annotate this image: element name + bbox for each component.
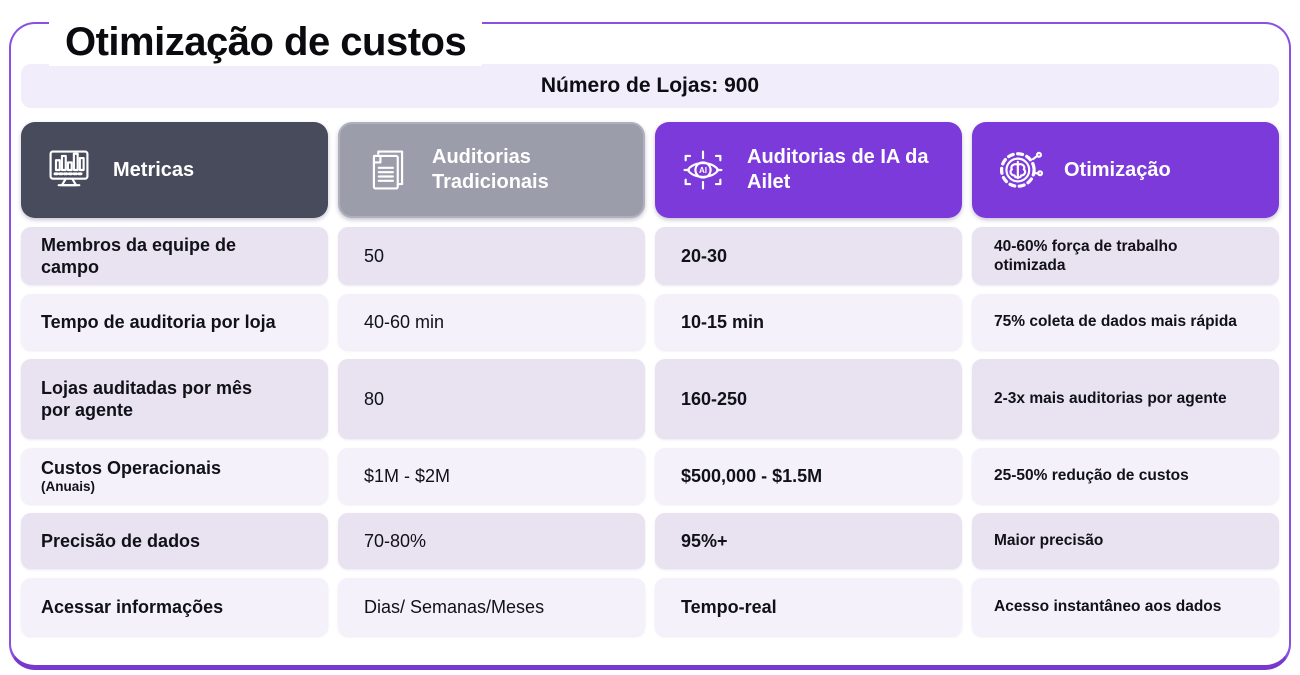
column-header-traditional: Auditorias Tradicionais — [338, 122, 645, 218]
metric-note: (Anuais) — [41, 478, 95, 494]
svg-text:AI: AI — [699, 166, 707, 175]
traditional-value-cell: $1M - $2M — [338, 448, 645, 504]
column-header-label: Auditorias Tradicionais — [432, 146, 549, 193]
cost-optimization-panel: Otimização de custos Número de Lojas: 90… — [9, 18, 1291, 670]
ai-value-cell: 95%+ — [655, 513, 962, 569]
metric-cell: Membros da equipe de campo — [21, 227, 328, 285]
ai-vision-eye-icon: AI — [677, 144, 729, 196]
column-header-label: Auditorias de IA da Ailet — [747, 146, 929, 193]
comparison-table: Metricas Auditorias Tradicionais — [21, 122, 1279, 636]
ai-value-cell: $500,000 - $1.5M — [655, 448, 962, 504]
ai-value-cell: 160-250 — [655, 359, 962, 439]
optimization-value-cell: Maior precisão — [972, 513, 1279, 569]
traditional-value-cell: 40-60 min — [338, 294, 645, 350]
optimization-value-cell: 75% coleta de dados mais rápida — [972, 294, 1279, 350]
stores-count-label: Número de Lojas: 900 — [540, 74, 760, 97]
ai-brain-gear-icon — [994, 144, 1046, 196]
column-header-label: Otimização — [1064, 158, 1171, 181]
optimization-value-cell: 25-50% redução de custos — [972, 448, 1279, 504]
monitor-chart-icon — [43, 144, 95, 196]
traditional-value-cell: Dias/ Semanas/Meses — [338, 578, 645, 636]
optimization-value-cell: 40-60% força de trabalho otimizada — [972, 227, 1279, 285]
metric-cell: Custos Operacionais (Anuais) — [21, 448, 328, 504]
column-header-metrics: Metricas — [21, 122, 328, 218]
metric-cell: Tempo de auditoria por loja — [21, 294, 328, 350]
metric-cell: Lojas auditadas por mês por agente — [21, 359, 328, 439]
traditional-value-cell: 70-80% — [338, 513, 645, 569]
traditional-value-cell: 50 — [338, 227, 645, 285]
stores-count-banner: Número de Lojas: 900 — [21, 64, 1279, 108]
column-header-label: Metricas — [113, 158, 195, 181]
traditional-value-cell: 80 — [338, 359, 645, 439]
metric-cell: Acessar informações — [21, 578, 328, 636]
ai-value-cell: 20-30 — [655, 227, 962, 285]
optimization-value-cell: 2-3x mais auditorias por agente — [972, 359, 1279, 439]
ai-value-cell: 10-15 min — [655, 294, 962, 350]
document-stack-icon — [362, 144, 414, 196]
page-title: Otimização de custos — [49, 18, 483, 66]
optimization-value-cell: Acesso instantâneo aos dados — [972, 578, 1279, 636]
ai-value-cell: Tempo-real — [655, 578, 962, 636]
metric-cell: Precisão de dados — [21, 513, 328, 569]
column-header-ai-audits: AI Auditorias de IA da Ailet — [655, 122, 962, 218]
column-header-optimization: Otimização — [972, 122, 1279, 218]
